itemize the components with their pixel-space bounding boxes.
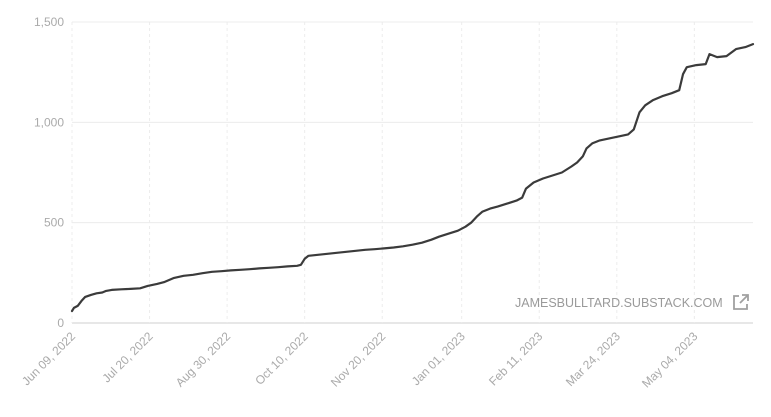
- x-tick-label: Nov 20, 2022: [328, 329, 389, 390]
- grid-layer: [71, 21, 753, 324]
- series-line: [70, 43, 755, 313]
- x-tick-label: Aug 30, 2022: [173, 329, 234, 390]
- series-layer: [70, 43, 755, 313]
- watermark-text: JAMESBULLTARD.SUBSTACK.COM: [515, 295, 723, 310]
- x-tick-label: May 04, 2023: [639, 329, 701, 391]
- y-tick-label: 500: [44, 216, 64, 230]
- y-tick-label: 1,000: [34, 115, 64, 129]
- x-tick-label: Feb 11, 2023: [486, 329, 546, 389]
- y-tick-label: 0: [57, 316, 64, 330]
- x-tick-label: Mar 24, 2023: [563, 329, 623, 389]
- x-tick-label: Oct 10, 2022: [252, 329, 311, 388]
- source-watermark[interactable]: JAMESBULLTARD.SUBSTACK.COM: [515, 293, 750, 312]
- y-tick-label: 1,500: [34, 15, 64, 29]
- x-tick-label: Jun 09, 2022: [19, 329, 78, 388]
- x-tick-label: Jan 01, 2023: [409, 329, 468, 388]
- x-tick-label: Jul 20, 2022: [100, 329, 156, 385]
- external-link-icon[interactable]: [731, 293, 750, 312]
- axis-layer: 0 500 1,000 1,500 Jun 09, 2022 Jul 20, 2022 Au…: [19, 15, 701, 391]
